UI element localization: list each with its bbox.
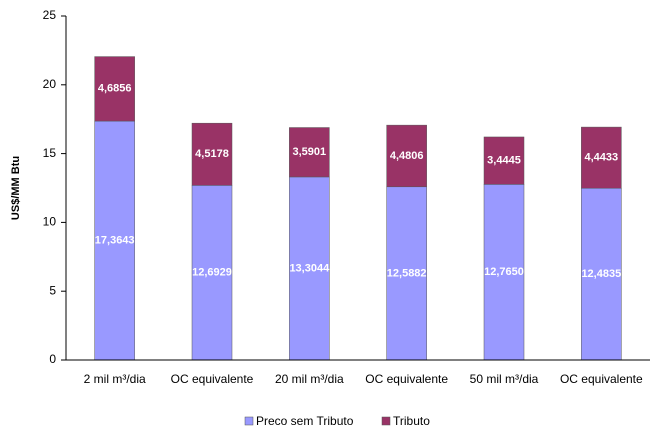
y-tick-label: 20 <box>43 77 57 91</box>
x-tick-label: OC equivalente <box>365 372 448 386</box>
bar-segment <box>191 185 233 361</box>
y-tick-label: 25 <box>43 8 57 22</box>
legend-swatch <box>244 416 254 426</box>
bar-segment <box>581 187 622 361</box>
bar-segment <box>386 124 427 188</box>
data-label: 17,3643 <box>95 234 135 246</box>
bar-segment <box>386 186 427 361</box>
bar-segment <box>289 176 330 361</box>
data-label: 12,7650 <box>484 266 524 278</box>
data-label: 12,5882 <box>387 267 427 279</box>
bar-segment <box>191 122 233 186</box>
legend-label: Tributo <box>393 414 430 428</box>
data-label: 4,4433 <box>585 152 619 164</box>
bar-segment <box>289 127 330 178</box>
y-tick-label: 5 <box>49 283 56 297</box>
data-label: 12,6929 <box>192 267 232 279</box>
x-tick-label: OC equivalente <box>171 372 254 386</box>
data-label: 3,4445 <box>487 155 521 167</box>
x-tick-label: 2 mil m³/dia <box>84 372 146 386</box>
legend-label: Preco sem Tributo <box>256 414 354 428</box>
x-tick-label: 20 mil m³/dia <box>275 372 344 386</box>
data-label: 4,6856 <box>98 83 132 95</box>
x-tick-label: 50 mil m³/dia <box>470 372 539 386</box>
bar-segment <box>94 56 135 122</box>
data-label: 3,5901 <box>293 146 327 158</box>
data-label: 13,3044 <box>289 262 330 274</box>
y-tick-label: 15 <box>43 146 57 160</box>
x-tick-label: OC equivalente <box>560 372 643 386</box>
legend-swatch <box>381 416 391 426</box>
data-label: 12,4835 <box>581 268 621 280</box>
bar-segment <box>483 136 525 185</box>
data-label: 4,4806 <box>390 150 424 162</box>
data-label: 4,5178 <box>195 148 229 160</box>
bar-segment <box>581 126 622 189</box>
y-tick-label: 0 <box>49 352 56 366</box>
y-tick-label: 10 <box>43 215 57 229</box>
y-axis-label: US$/MM Btu <box>10 156 22 220</box>
